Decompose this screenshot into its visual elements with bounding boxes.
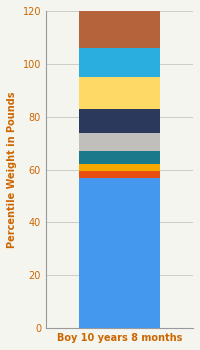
Bar [79,171,160,177]
Bar [79,48,160,77]
Bar [79,11,160,48]
Bar [79,164,160,171]
Bar [79,151,160,164]
Bar [79,77,160,109]
Bar [79,109,160,133]
Bar [79,177,160,328]
Bar [79,133,160,151]
Y-axis label: Percentile Weight in Pounds: Percentile Weight in Pounds [7,91,17,248]
